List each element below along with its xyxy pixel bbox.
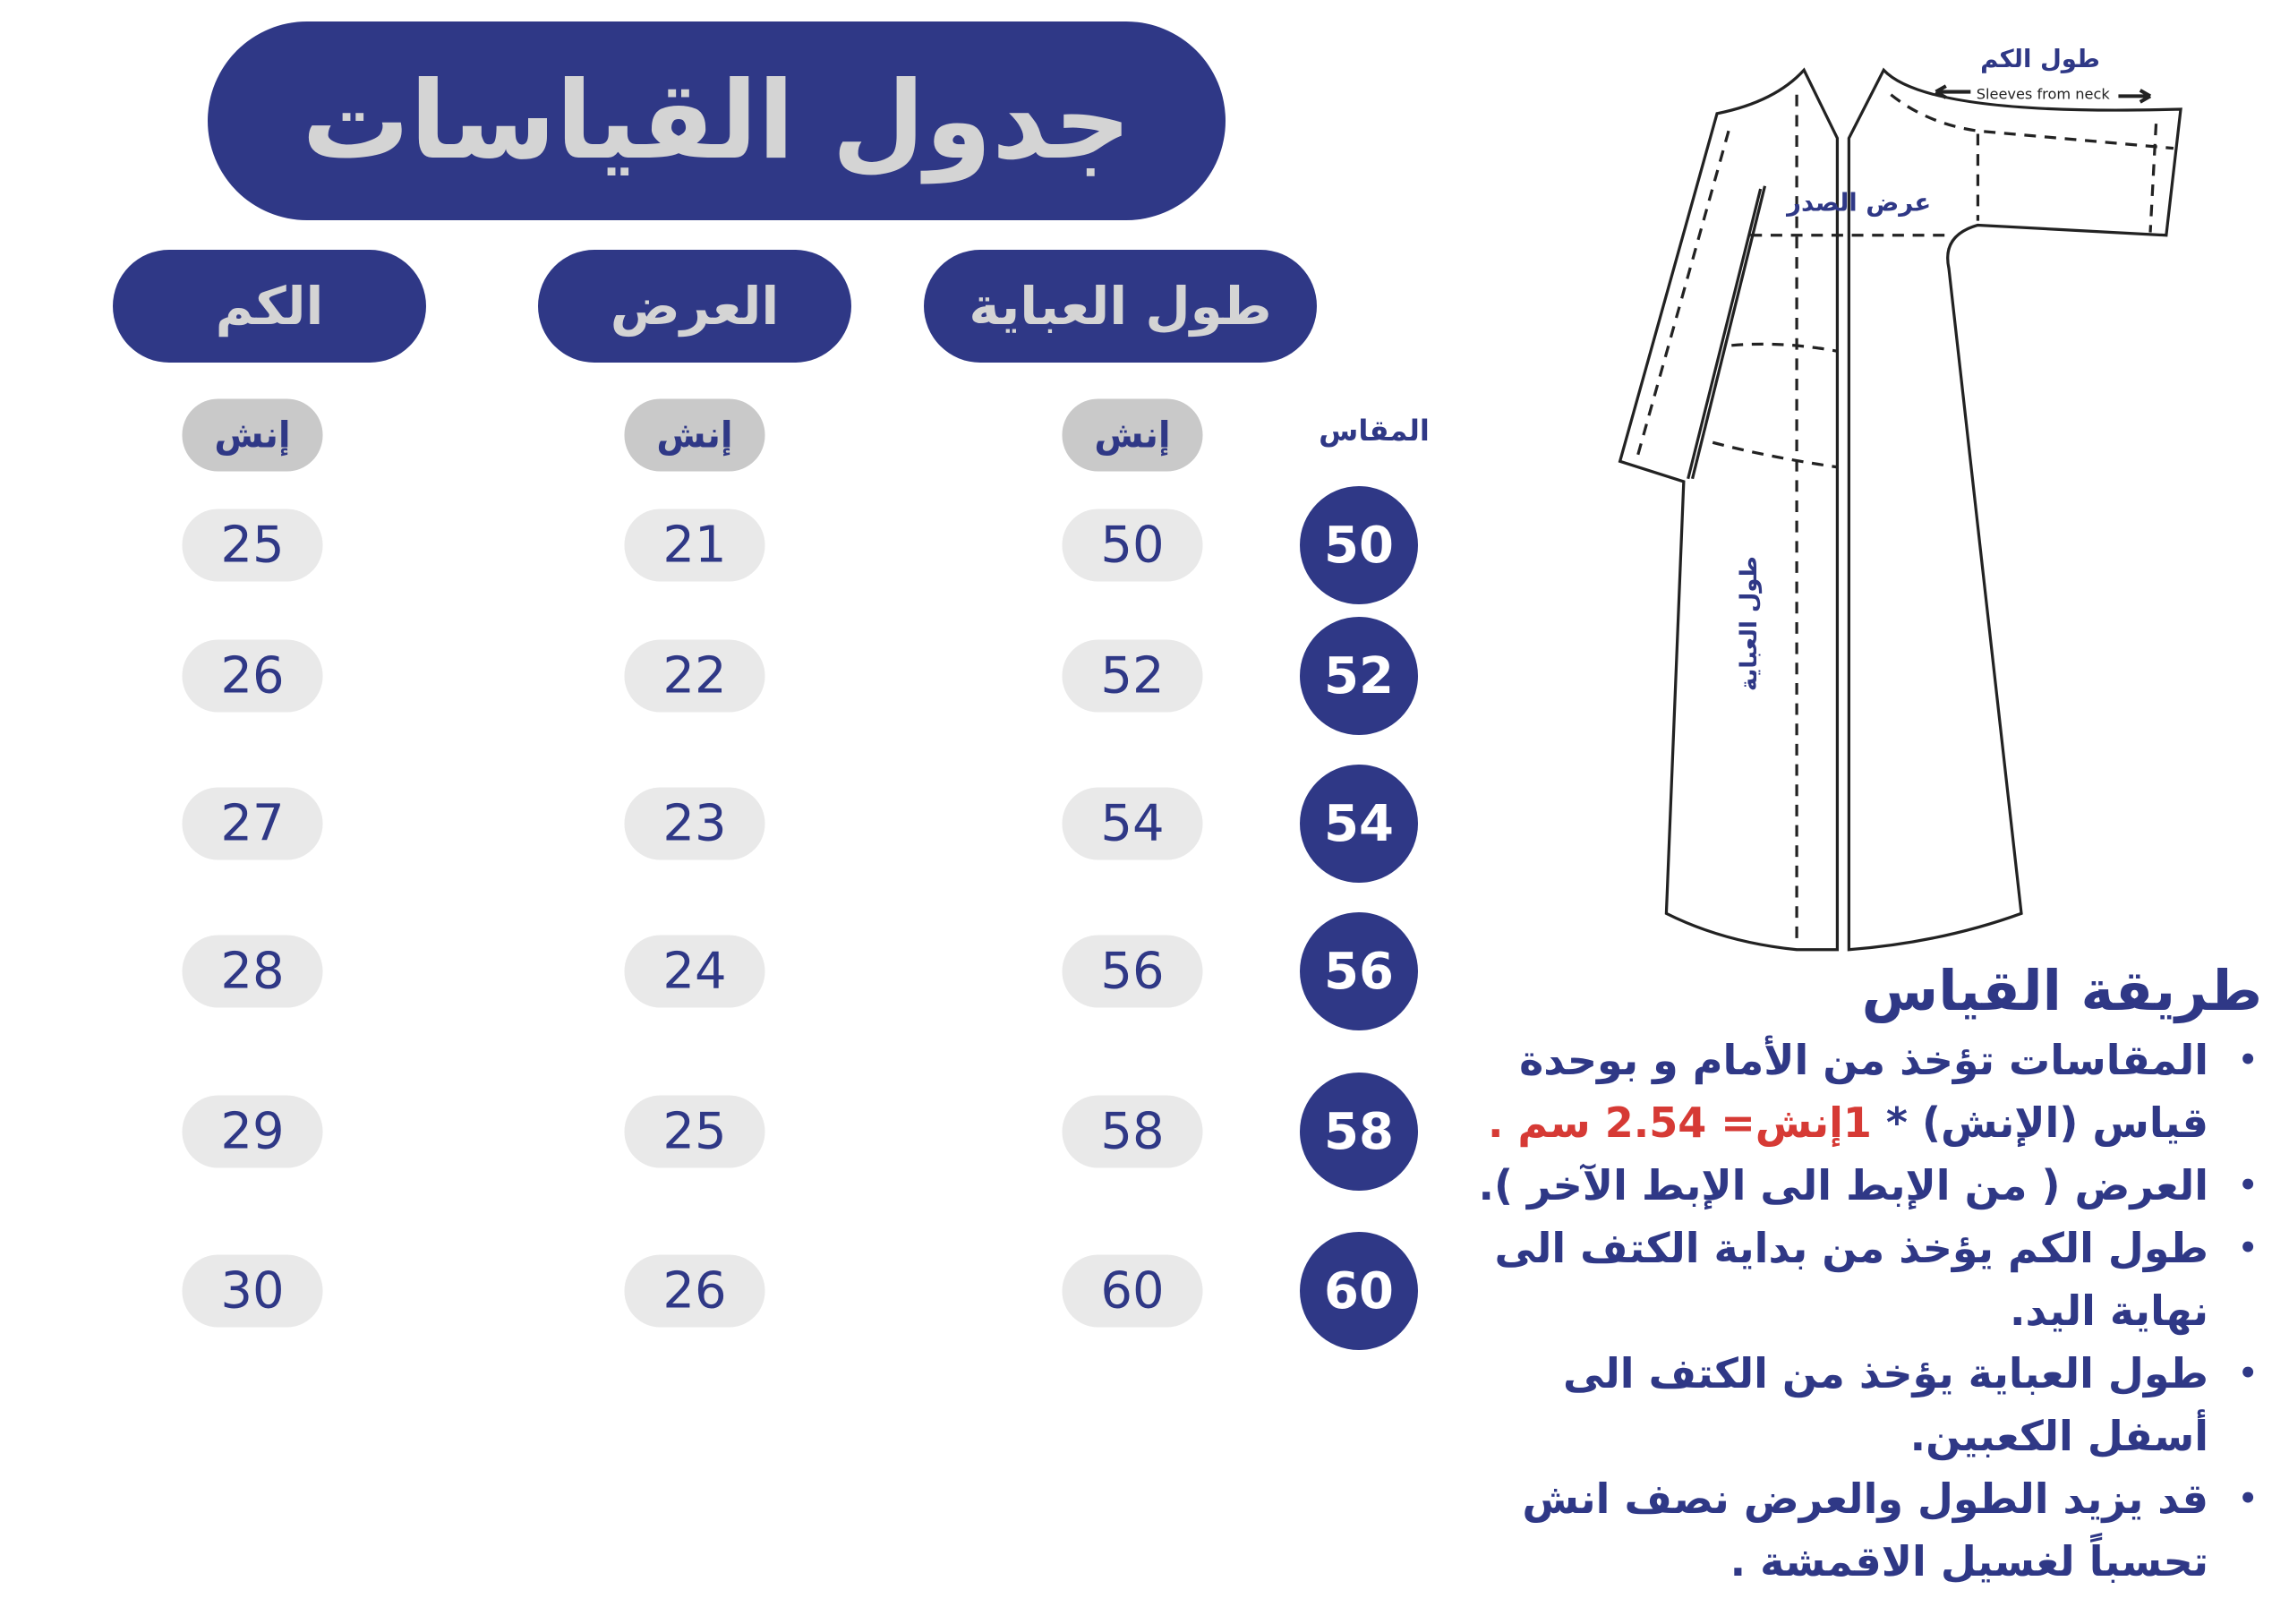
right-outline <box>1847 67 2182 952</box>
unit-badge: إنش <box>182 398 323 472</box>
size-badge: 54 <box>1300 765 1418 883</box>
left-outline <box>1618 67 1840 952</box>
instruction-item: العرض ( من الإبط الى الإبط الآخر ). <box>1456 1154 2258 1217</box>
table-cell: 58 <box>1062 1095 1203 1168</box>
size-badge: 56 <box>1300 912 1418 1030</box>
table-cell: 28 <box>182 935 323 1008</box>
table-cell: 25 <box>182 509 323 582</box>
table-cell: 26 <box>182 639 323 713</box>
instruction-item: طول العباية يؤخذ من الكتف الى أسفل الكعب… <box>1456 1342 2258 1467</box>
table-cell: 25 <box>624 1095 765 1168</box>
table-cell: 21 <box>624 509 765 582</box>
left-arm-line <box>1687 188 1763 480</box>
size-badge: 60 <box>1300 1232 1418 1350</box>
table-cell: 27 <box>182 787 323 860</box>
size-label: المقاس <box>1319 414 1430 448</box>
inch-conversion: 1إنش= 2.54 سم . <box>1487 1098 1872 1147</box>
table-cell: 29 <box>182 1095 323 1168</box>
instruction-item: قد يزيد الطول والعرض نصف انش تحسباً لغسي… <box>1456 1467 2258 1593</box>
length-label: طول العباية <box>1736 556 1763 691</box>
header-length: طول العباية <box>924 250 1317 363</box>
unit-badge: إنش <box>624 398 765 472</box>
arrow-left-icon <box>1935 84 1971 99</box>
instruction-item: طول الكم يؤخذ من بداية الكتف الى نهاية ا… <box>1456 1217 2258 1342</box>
table-cell: 60 <box>1062 1254 1203 1328</box>
table-cell: 22 <box>624 639 765 713</box>
unit-badge: إنش <box>1062 398 1203 472</box>
size-badge: 52 <box>1300 617 1418 735</box>
sleeve-label-en: Sleeves from neck <box>1977 86 2111 103</box>
header-sleeve: الكم <box>113 250 426 363</box>
chest-label: عرض الصدر <box>1785 188 1931 217</box>
measurement-instructions: طريقة القياس المقاسات تؤخذ من الأمام و ب… <box>1456 958 2262 1593</box>
table-cell: 24 <box>624 935 765 1008</box>
page-title: جدول القياسات <box>302 58 1132 184</box>
table-cell: 56 <box>1062 935 1203 1008</box>
table-cell: 30 <box>182 1254 323 1328</box>
table-cell: 54 <box>1062 787 1203 860</box>
title-banner: جدول القياسات <box>208 21 1226 220</box>
size-badge: 58 <box>1300 1073 1418 1191</box>
sleeve-label: طول الكم <box>1980 45 2100 73</box>
howto-title: طريقة القياس <box>1861 958 2262 1023</box>
table-cell: 52 <box>1062 639 1203 713</box>
table-cell: 26 <box>624 1254 765 1328</box>
instruction-item: المقاسات تؤخذ من الأمام و بوحدة قياس (ال… <box>1456 1029 2258 1154</box>
size-badge: 50 <box>1300 486 1418 604</box>
table-cell: 50 <box>1062 509 1203 582</box>
arrow-right-icon <box>2118 89 2152 104</box>
header-width: العرض <box>538 250 851 363</box>
table-cell: 23 <box>624 787 765 860</box>
